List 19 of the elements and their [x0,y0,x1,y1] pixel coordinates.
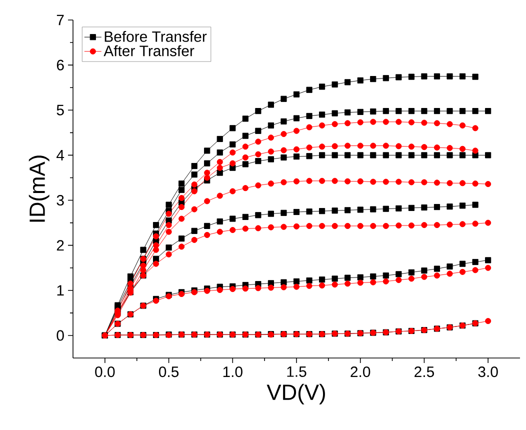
legend-label: Before Transfer [104,30,207,42]
x-axis-title: VD(V) [266,384,325,404]
legend-label: After Transfer [104,45,194,56]
y-tick-label: 7 [56,14,64,26]
x-tick-label: 0.0 [95,366,115,378]
y-tick-label: 5 [56,104,64,116]
y-tick-label: 4 [56,150,64,160]
y-tick-label: 2 [56,240,64,251]
y-tick-label: 6 [56,60,64,70]
y-tick-label: 0 [56,330,64,341]
y-tick-label: 1 [57,285,64,296]
x-tick-label: 3.0 [478,366,498,378]
x-tick-label: 1.0 [223,366,242,378]
x-tick-label: 2.0 [350,366,370,378]
x-tick-label: 2.5 [414,366,434,378]
y-axis-title: ID(mA) [28,156,50,222]
x-tick-label: 1.5 [287,366,306,377]
y-tick-label: 3 [56,194,64,206]
x-tick-label: 0.5 [158,366,179,378]
